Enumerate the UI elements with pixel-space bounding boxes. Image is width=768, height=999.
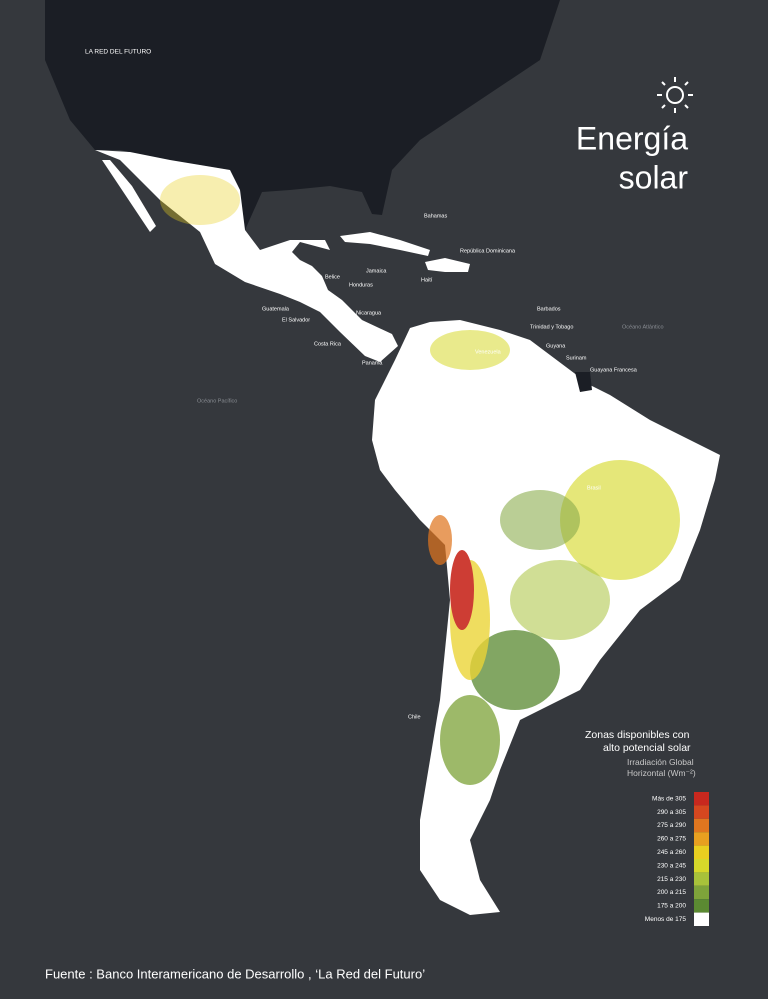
place-label: Bahamas bbox=[424, 213, 447, 219]
zone-green bbox=[470, 630, 560, 710]
place-label: República Dominicana bbox=[460, 248, 516, 254]
legend-label: 230 a 245 bbox=[657, 862, 686, 869]
place-label: Nicaragua bbox=[356, 310, 382, 316]
legend-swatch bbox=[694, 832, 709, 846]
north-america bbox=[45, 0, 560, 230]
legend-title: Zonas disponibles con alto potencial sola… bbox=[585, 729, 691, 754]
place-label: Venezuela bbox=[475, 349, 502, 355]
legend-label: Más de 305 bbox=[652, 795, 686, 802]
legend-swatch bbox=[694, 805, 709, 819]
title-line: solar bbox=[619, 159, 689, 195]
legend-label: 275 a 290 bbox=[657, 822, 686, 829]
legend-label: 175 a 200 bbox=[657, 903, 686, 910]
zone-yellow bbox=[160, 175, 240, 225]
irradiance-overlay bbox=[160, 175, 680, 785]
zone-green bbox=[440, 695, 500, 785]
zone-yellow bbox=[430, 330, 510, 370]
zone-red bbox=[450, 550, 474, 630]
legend-label: Menos de 175 bbox=[645, 916, 687, 923]
legend-swatch bbox=[694, 845, 709, 859]
legend-label: 290 a 305 bbox=[657, 809, 686, 816]
place-label: Chile bbox=[408, 714, 421, 720]
guianas-dark bbox=[575, 372, 592, 392]
place-label: Guatemala bbox=[262, 306, 290, 312]
place-label: Guyana bbox=[546, 343, 566, 349]
place-label: Surinam bbox=[566, 355, 587, 361]
place-label: Guayana Francesa bbox=[590, 367, 638, 373]
legend-label: 245 a 260 bbox=[657, 849, 686, 856]
ocean-label: Océano Pacífico bbox=[197, 398, 237, 404]
legend-swatch bbox=[694, 859, 709, 873]
legend-swatch bbox=[694, 899, 709, 913]
hispaniola bbox=[425, 258, 470, 272]
baja-california bbox=[102, 160, 156, 232]
zone-yellow bbox=[560, 460, 680, 580]
header-label: LA RED DEL FUTURO bbox=[85, 49, 151, 56]
place-label: Ecuador bbox=[376, 418, 397, 424]
legend-label: 215 a 230 bbox=[657, 876, 686, 883]
zone-green bbox=[510, 560, 610, 640]
place-label: Honduras bbox=[349, 282, 373, 288]
legend-label: 260 a 275 bbox=[657, 836, 686, 843]
ocean-label: Océano Atlántico bbox=[622, 324, 664, 330]
legend-swatch bbox=[694, 872, 709, 886]
place-label: Belice bbox=[325, 274, 340, 280]
legend-subtitle: Irradiación Global Horizontal (Wm⁻²) bbox=[627, 757, 696, 778]
source: Fuente : Banco Interamericano de Desarro… bbox=[45, 966, 425, 981]
zone-green bbox=[500, 490, 580, 550]
place-label: Costa Rica bbox=[314, 341, 342, 347]
place-label: Panamá bbox=[362, 360, 383, 366]
legend-swatch bbox=[694, 792, 709, 806]
place-label: Brasil bbox=[587, 485, 601, 491]
sun-icon bbox=[657, 77, 693, 113]
place-label: Trinidad y Tobago bbox=[530, 324, 573, 330]
place-label: Barbados bbox=[537, 306, 561, 312]
place-label: El Salvador bbox=[282, 317, 310, 323]
legend-label: 200 a 215 bbox=[657, 889, 686, 896]
mexico-central-america bbox=[95, 150, 398, 362]
place-label: Mexico bbox=[246, 259, 263, 265]
place-label: Perú bbox=[407, 483, 419, 489]
zone-orange bbox=[428, 515, 452, 565]
place-label: Haití bbox=[421, 277, 433, 283]
place-label: Jamaica bbox=[366, 268, 387, 274]
legend-swatch bbox=[694, 912, 709, 926]
title-line: Energía bbox=[576, 120, 688, 156]
legend-swatch bbox=[694, 885, 709, 900]
legend-swatch bbox=[694, 818, 709, 833]
cuba bbox=[340, 232, 430, 256]
